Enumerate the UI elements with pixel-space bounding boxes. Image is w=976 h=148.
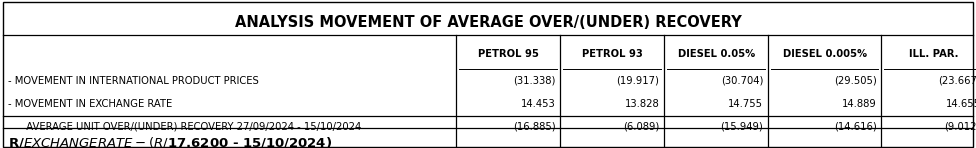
Text: PETROL 95: PETROL 95 (478, 49, 539, 59)
Text: (15.949): (15.949) (720, 122, 763, 132)
Text: AVERAGE UNIT OVER/(UNDER) RECOVERY 27/09/2024 - 15/10/2024: AVERAGE UNIT OVER/(UNDER) RECOVERY 27/09… (20, 122, 361, 132)
Text: 13.828: 13.828 (625, 99, 660, 109)
Text: (14.616): (14.616) (834, 122, 876, 132)
Text: (6.089): (6.089) (623, 122, 660, 132)
Text: (29.505): (29.505) (834, 76, 876, 86)
Text: (31.338): (31.338) (513, 76, 555, 86)
Text: (19.917): (19.917) (617, 76, 660, 86)
Text: 14.655: 14.655 (946, 99, 976, 109)
Text: 14.755: 14.755 (728, 99, 763, 109)
Text: (16.885): (16.885) (512, 122, 555, 132)
Text: - MOVEMENT IN EXCHANGE RATE: - MOVEMENT IN EXCHANGE RATE (8, 99, 172, 109)
Text: DIESEL 0.05%: DIESEL 0.05% (677, 49, 754, 59)
Text: (30.704): (30.704) (721, 76, 763, 86)
Text: DIESEL 0.005%: DIESEL 0.005% (783, 49, 867, 59)
Text: 14.889: 14.889 (841, 99, 876, 109)
Text: PETROL 93: PETROL 93 (582, 49, 642, 59)
Text: ANALYSIS MOVEMENT OF AVERAGE OVER/(UNDER) RECOVERY: ANALYSIS MOVEMENT OF AVERAGE OVER/(UNDER… (234, 15, 742, 30)
Text: (23.667): (23.667) (938, 76, 976, 86)
Text: 14.453: 14.453 (520, 99, 555, 109)
Text: - MOVEMENT IN INTERNATIONAL PRODUCT PRICES: - MOVEMENT IN INTERNATIONAL PRODUCT PRIC… (8, 76, 259, 86)
Text: ILL. PAR.: ILL. PAR. (909, 49, 958, 59)
Text: R/$ EXCHANGE RATE - (R/$17.6200 - 15/10/2024): R/$ EXCHANGE RATE - (R/$17.6200 - 15/10/… (8, 135, 332, 148)
Text: (9.012): (9.012) (944, 122, 976, 132)
